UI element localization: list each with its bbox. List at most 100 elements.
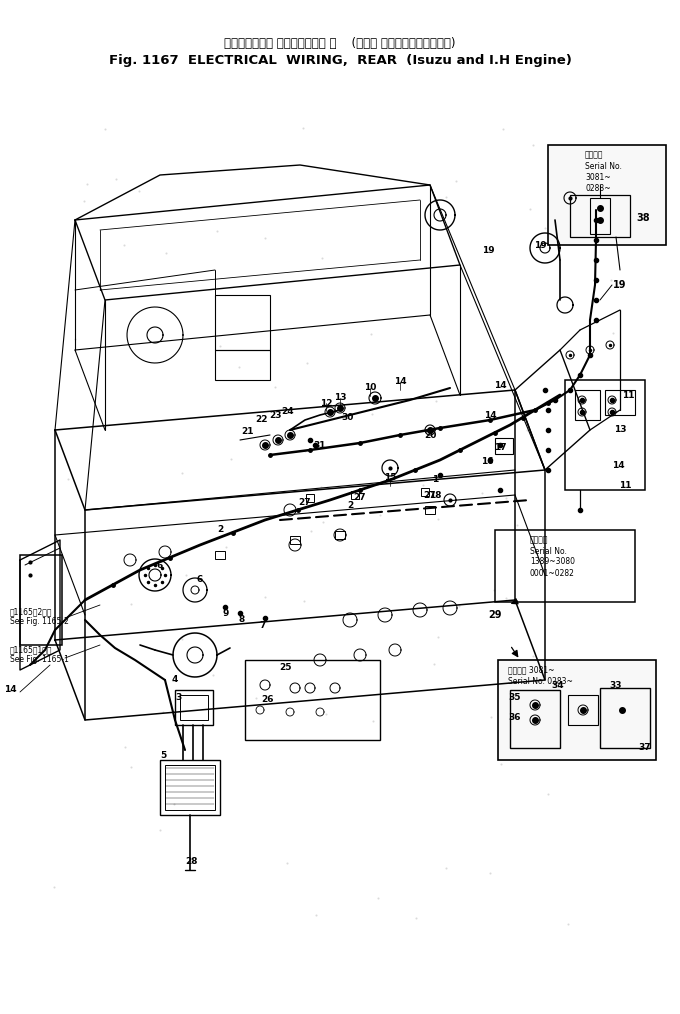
Point (233, 359, 244, 375)
Text: 19: 19 (613, 280, 627, 290)
Text: 37: 37 (639, 743, 651, 752)
Text: Serial No.: Serial No. (585, 161, 622, 170)
Point (221, 539, 232, 556)
Bar (425, 506, 435, 514)
Point (119, 237, 130, 254)
Text: 14: 14 (483, 412, 496, 421)
Point (413, 500, 424, 516)
Text: 26: 26 (262, 696, 274, 705)
Text: 2: 2 (217, 525, 223, 534)
Point (606, 272, 617, 288)
Text: 14: 14 (394, 377, 407, 386)
Bar (335, 531, 345, 539)
Text: 15: 15 (384, 474, 396, 483)
Text: 31: 31 (313, 440, 326, 449)
Point (428, 656, 439, 672)
Point (433, 629, 444, 645)
Point (282, 855, 292, 871)
Text: 13: 13 (334, 393, 346, 403)
Point (180, 567, 191, 583)
Point (527, 137, 538, 153)
Bar (510, 690, 560, 748)
Bar (165, 765, 215, 810)
Bar (495, 438, 513, 454)
Point (311, 908, 322, 924)
Bar (548, 145, 666, 245)
Point (63, 470, 73, 487)
Text: 25: 25 (279, 662, 291, 671)
Point (316, 480, 326, 496)
Point (260, 230, 271, 246)
Text: 2: 2 (347, 501, 353, 509)
Text: 34: 34 (551, 680, 564, 690)
Point (524, 201, 535, 217)
Text: 17: 17 (494, 442, 507, 451)
Text: 33: 33 (610, 680, 622, 690)
Point (226, 451, 237, 467)
Text: 6: 6 (157, 561, 163, 570)
Text: 14: 14 (612, 460, 624, 469)
Point (441, 860, 452, 876)
Text: 14: 14 (3, 685, 16, 695)
Text: 8: 8 (239, 615, 245, 625)
Point (298, 592, 309, 608)
Text: 36: 36 (509, 714, 522, 723)
Point (211, 223, 222, 239)
Text: 29: 29 (488, 610, 502, 620)
Point (451, 172, 462, 189)
Point (366, 327, 377, 343)
Bar (306, 494, 314, 502)
Point (486, 709, 497, 725)
Text: 21: 21 (242, 428, 254, 436)
Point (496, 756, 507, 773)
Text: エレクトリカル ワイヤリング、 後    (いず およびインタエンジン): エレクトリカル ワイヤリング、 後 (いず およびインタエンジン) (224, 37, 456, 50)
Point (543, 786, 554, 802)
Text: 適用番号: 適用番号 (585, 150, 604, 159)
Point (528, 648, 539, 664)
Text: 5: 5 (160, 751, 166, 760)
Point (49, 879, 60, 895)
Point (497, 121, 508, 137)
Point (299, 443, 310, 459)
Text: 28: 28 (186, 858, 199, 867)
Point (499, 747, 510, 764)
Point (373, 889, 384, 906)
Text: 3081~: 3081~ (585, 172, 611, 182)
Point (318, 514, 328, 530)
Point (367, 406, 377, 422)
Text: Fig. 1167  ELECTRICAL  WIRING,  REAR  (Isuzu and I.H Engine): Fig. 1167 ELECTRICAL WIRING, REAR (Isuzu… (109, 54, 571, 67)
Bar (568, 695, 598, 725)
Bar (160, 760, 220, 815)
Bar (245, 660, 380, 740)
Point (432, 511, 443, 527)
Point (501, 590, 512, 606)
Point (320, 706, 331, 722)
Text: 27: 27 (299, 498, 311, 507)
Point (607, 325, 618, 342)
Text: 9: 9 (223, 608, 229, 618)
Point (582, 686, 593, 703)
Bar (421, 488, 429, 496)
Text: 図1165図2参照
See Fig. 1165-2: 図1165図2参照 See Fig. 1165-2 (10, 607, 69, 627)
Point (418, 477, 429, 493)
Bar (175, 690, 213, 725)
Text: Serial No.: Serial No. (530, 547, 567, 556)
Text: 6: 6 (197, 576, 203, 584)
Point (126, 759, 137, 776)
Point (454, 598, 464, 614)
Text: 14: 14 (494, 380, 507, 389)
Text: 12: 12 (320, 399, 333, 408)
Text: 13: 13 (614, 426, 626, 435)
Point (208, 666, 219, 682)
Text: 0283~: 0283~ (585, 184, 611, 193)
Point (411, 910, 422, 926)
Point (302, 355, 313, 371)
Text: 30: 30 (342, 414, 354, 423)
Text: 11: 11 (619, 481, 631, 490)
Point (494, 660, 505, 676)
Bar (290, 536, 300, 544)
Point (298, 120, 309, 136)
Text: 3: 3 (175, 693, 181, 702)
Text: 20: 20 (424, 431, 436, 439)
Bar (575, 390, 600, 420)
